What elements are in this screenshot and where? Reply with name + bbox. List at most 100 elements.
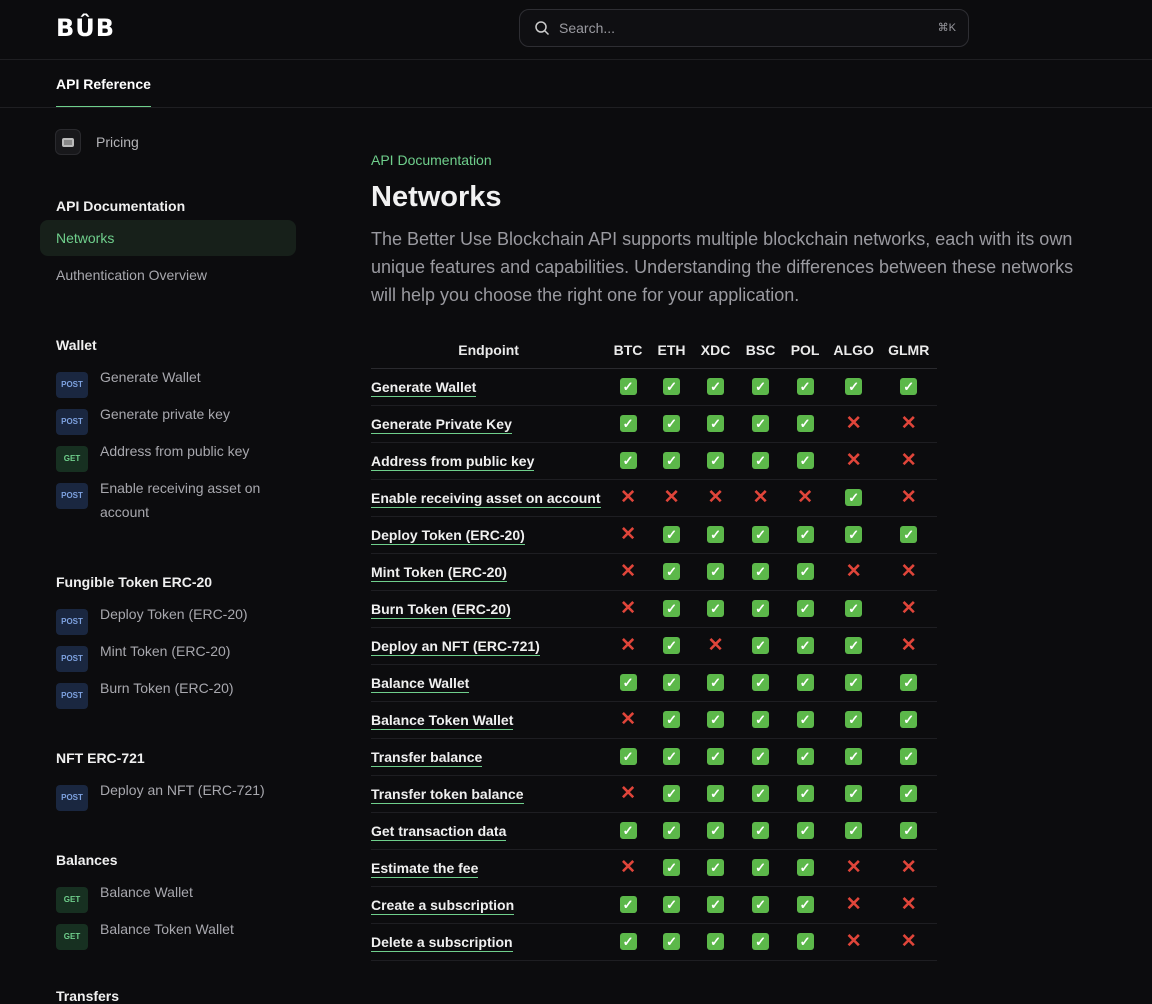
support-cell: ✓: [649, 886, 694, 924]
endpoint-link[interactable]: Burn Token (ERC-20): [371, 600, 511, 619]
column-header: GLMR: [880, 332, 937, 369]
support-cell: ✕: [606, 849, 650, 887]
check-mark-button-icon: ✓: [619, 451, 637, 469]
table-row: Enable receiving asset on account ✕ ✕ ✕ ✕ ✕ ✓ ✕: [371, 479, 937, 517]
check-mark-button-icon: ✓: [752, 821, 770, 839]
endpoint-link[interactable]: Enable receiving asset on account: [371, 489, 601, 508]
sidebar-item[interactable]: GET Balance Wallet: [56, 880, 286, 913]
endpoint-link[interactable]: Deploy Token (ERC-20): [371, 526, 525, 545]
sidebar-item[interactable]: POST Generate private key: [56, 402, 286, 435]
check-mark-button-icon: ✓: [845, 525, 863, 543]
support-cell: ✓: [606, 923, 650, 961]
support-cell: ✓: [826, 664, 881, 702]
tab-api-reference[interactable]: API Reference: [56, 76, 151, 107]
support-cell: ✓: [693, 886, 738, 924]
endpoint-link[interactable]: Get transaction data: [371, 822, 507, 841]
support-cell: ✕: [880, 442, 937, 480]
method-badge: POST: [56, 609, 88, 635]
table-row: Balance Token Wallet ✕ ✓ ✓ ✓ ✓ ✓ ✓: [371, 701, 937, 739]
sidebar-item-label: Enable receiving asset on account: [100, 480, 261, 520]
endpoint-link[interactable]: Deploy an NFT (ERC-721): [371, 637, 540, 656]
endpoint-link[interactable]: Generate Wallet: [371, 378, 477, 397]
endpoint-link[interactable]: Estimate the fee: [371, 859, 479, 878]
cross-mark-icon: ✕: [620, 709, 636, 730]
sidebar-item-pricing[interactable]: Pricing: [55, 129, 139, 155]
sidebar-item-label: Generate Wallet: [100, 369, 201, 385]
check-mark-button-icon: ✓: [619, 414, 637, 432]
support-cell: ✓: [649, 553, 694, 591]
endpoint-link[interactable]: Balance Token Wallet: [371, 711, 514, 730]
support-cell: ✓: [693, 405, 738, 443]
support-cell: ✓: [783, 627, 827, 665]
cross-mark-icon: ✕: [900, 598, 917, 619]
check-mark-button-icon: ✓: [707, 414, 725, 432]
endpoint-link[interactable]: Balance Wallet: [371, 674, 470, 693]
cross-mark-icon: ✕: [845, 931, 862, 952]
sidebar-item[interactable]: POST Deploy an NFT (ERC-721): [56, 778, 286, 811]
support-cell: ✓: [783, 923, 827, 961]
endpoint-link[interactable]: Delete a subscription: [371, 933, 513, 952]
endpoint-link[interactable]: Address from public key: [371, 452, 535, 471]
logo[interactable]: BÛB: [56, 14, 116, 42]
support-cell: ✓: [826, 516, 881, 554]
endpoint-link[interactable]: Generate Private Key: [371, 415, 512, 434]
sidebar-item[interactable]: POST Mint Token (ERC-20): [56, 639, 286, 672]
support-cell: ✓: [826, 775, 881, 813]
endpoint-cell: Balance Token Wallet: [371, 701, 607, 739]
support-cell: ✓: [783, 738, 827, 776]
cross-mark-icon: ✕: [900, 487, 917, 508]
sidebar-item[interactable]: Authentication Overview: [56, 267, 207, 283]
support-cell: ✓: [783, 553, 827, 591]
support-cell: ✓: [693, 442, 738, 480]
search-shortcut: ⌘K: [937, 22, 956, 34]
check-mark-button-icon: ✓: [619, 821, 637, 839]
sidebar-item[interactable]: GET Address from public key: [56, 439, 286, 472]
cross-mark-icon: ✕: [620, 561, 636, 582]
sidebar-item[interactable]: POST Burn Token (ERC-20): [56, 676, 286, 709]
cross-mark-icon: ✕: [900, 450, 917, 471]
check-mark-button-icon: ✓: [752, 451, 770, 469]
endpoint-cell: Transfer balance: [371, 738, 607, 776]
tab-bar: API Reference: [0, 60, 1152, 108]
search-input[interactable]: Search... ⌘K: [519, 9, 969, 47]
endpoint-link[interactable]: Transfer balance: [371, 748, 483, 767]
cross-mark-icon: ✕: [620, 783, 636, 804]
support-cell: ✓: [693, 812, 738, 850]
sidebar-item[interactable]: POST Enable receiving asset on account: [56, 476, 286, 524]
check-mark-button-icon: ✓: [752, 710, 770, 728]
method-badge: POST: [56, 409, 88, 435]
support-cell: ✓: [737, 553, 784, 591]
support-cell: ✕: [606, 701, 650, 739]
check-mark-button-icon: ✓: [707, 710, 725, 728]
sidebar-item[interactable]: Networks: [40, 220, 296, 256]
breadcrumb[interactable]: API Documentation: [371, 152, 492, 168]
endpoint-link[interactable]: Mint Token (ERC-20): [371, 563, 507, 582]
support-cell: ✓: [693, 923, 738, 961]
endpoint-link[interactable]: Create a subscription: [371, 896, 515, 915]
support-cell: ✓: [826, 368, 881, 406]
check-mark-button-icon: ✓: [663, 858, 681, 876]
check-mark-button-icon: ✓: [663, 673, 681, 691]
check-mark-button-icon: ✓: [752, 562, 770, 580]
method-badge: POST: [56, 785, 88, 811]
sidebar-item[interactable]: POST Generate Wallet: [56, 365, 286, 398]
support-cell: ✕: [880, 627, 937, 665]
cross-mark-icon: ✕: [900, 857, 917, 878]
check-mark-button-icon: ✓: [752, 895, 770, 913]
support-cell: ✓: [649, 590, 694, 628]
check-mark-button-icon: ✓: [752, 673, 770, 691]
support-cell: ✓: [693, 775, 738, 813]
cross-mark-icon: ✕: [900, 413, 917, 434]
check-mark-button-icon: ✓: [845, 710, 863, 728]
check-mark-button-icon: ✓: [796, 821, 814, 839]
sidebar-item[interactable]: GET Balance Token Wallet: [56, 917, 286, 950]
support-cell: ✓: [693, 664, 738, 702]
endpoint-link[interactable]: Transfer token balance: [371, 785, 524, 804]
endpoint-cell: Get transaction data: [371, 812, 607, 850]
support-cell: ✓: [783, 405, 827, 443]
sidebar-item[interactable]: POST Deploy Token (ERC-20): [56, 602, 286, 635]
check-mark-button-icon: ✓: [707, 525, 725, 543]
check-mark-button-icon: ✓: [619, 747, 637, 765]
check-mark-button-icon: ✓: [845, 377, 863, 395]
table-row: Delete a subscription ✓ ✓ ✓ ✓ ✓ ✕ ✕: [371, 923, 937, 961]
